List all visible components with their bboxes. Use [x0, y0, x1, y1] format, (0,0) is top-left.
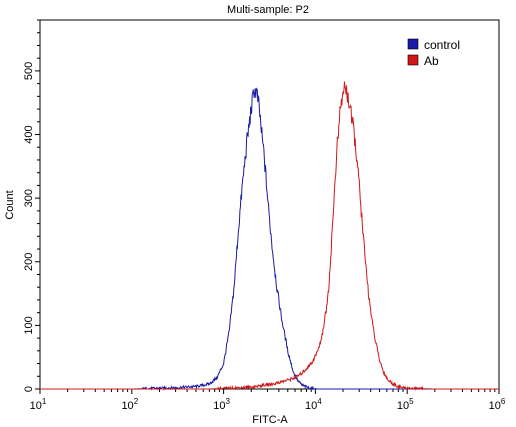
y-axis-label: Count [4, 190, 16, 219]
x-axis-label: FITC-A [252, 414, 288, 426]
legend-swatch-control [407, 38, 419, 50]
y-tick-label: 0 [23, 386, 35, 392]
series-line-control [40, 87, 499, 391]
x-axis: 101 102 103 104 105 106 [30, 389, 506, 412]
series-layer [40, 81, 499, 391]
series-line-ab [40, 81, 499, 391]
x-tick-label: 105 [397, 397, 414, 412]
y-tick-label: 200 [23, 253, 35, 271]
y-tick-label: 500 [23, 62, 35, 80]
y-tick-label: 400 [23, 125, 35, 143]
x-tick-label: 103 [213, 397, 230, 412]
y-tick-label: 300 [23, 189, 35, 207]
y-axis: 0 100 200 300 400 500 [23, 19, 40, 392]
legend-label-control: control [424, 38, 460, 52]
legend-swatch-ab [407, 54, 419, 66]
y-tick-label: 100 [23, 316, 35, 334]
x-tick-label: 106 [489, 397, 506, 412]
chart-title: Multi-sample: P2 [227, 4, 309, 16]
legend: control Ab [407, 38, 460, 68]
x-tick-label: 104 [305, 397, 322, 412]
legend-label-ab: Ab [424, 54, 439, 68]
plot-frame [39, 19, 500, 390]
x-tick-label: 101 [30, 397, 47, 412]
x-tick-label: 102 [121, 397, 138, 412]
